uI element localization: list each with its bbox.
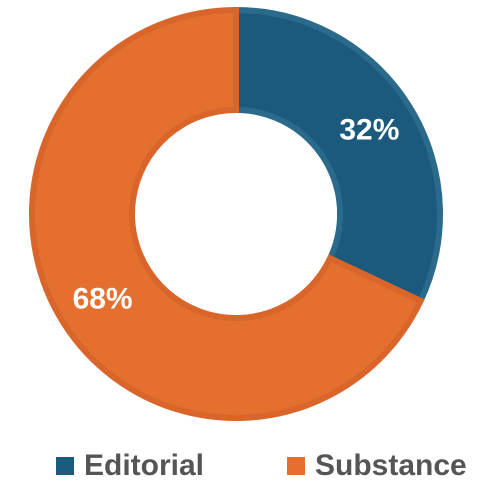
legend-swatch-editorial — [56, 457, 74, 475]
legend-label-substance: Substance — [315, 449, 467, 482]
data-label-editorial: 32% — [339, 113, 399, 146]
data-label-substance: 68% — [73, 283, 133, 316]
legend-item-editorial: Editorial — [56, 448, 204, 484]
chart-legend: Editorial Substance — [0, 448, 495, 484]
donut-slice-editorial — [233, 6, 443, 305]
legend-item-substance: Substance — [287, 448, 467, 484]
legend-label-editorial: Editorial — [84, 449, 205, 482]
legend-swatch-substance — [287, 457, 305, 475]
donut-slice-substance — [29, 6, 425, 421]
donut-chart-plot: 32% 68% — [29, 6, 443, 421]
donut-hole — [135, 113, 337, 315]
